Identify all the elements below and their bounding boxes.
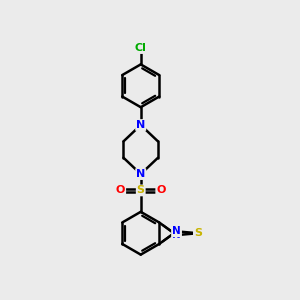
Text: O: O [156, 185, 166, 195]
Text: N: N [172, 226, 181, 236]
Text: S: S [194, 228, 202, 238]
Text: S: S [137, 185, 145, 195]
Text: N: N [172, 230, 181, 240]
Text: N: N [136, 120, 146, 130]
Text: Cl: Cl [135, 43, 147, 53]
Text: N: N [136, 169, 146, 179]
Text: O: O [116, 185, 125, 195]
